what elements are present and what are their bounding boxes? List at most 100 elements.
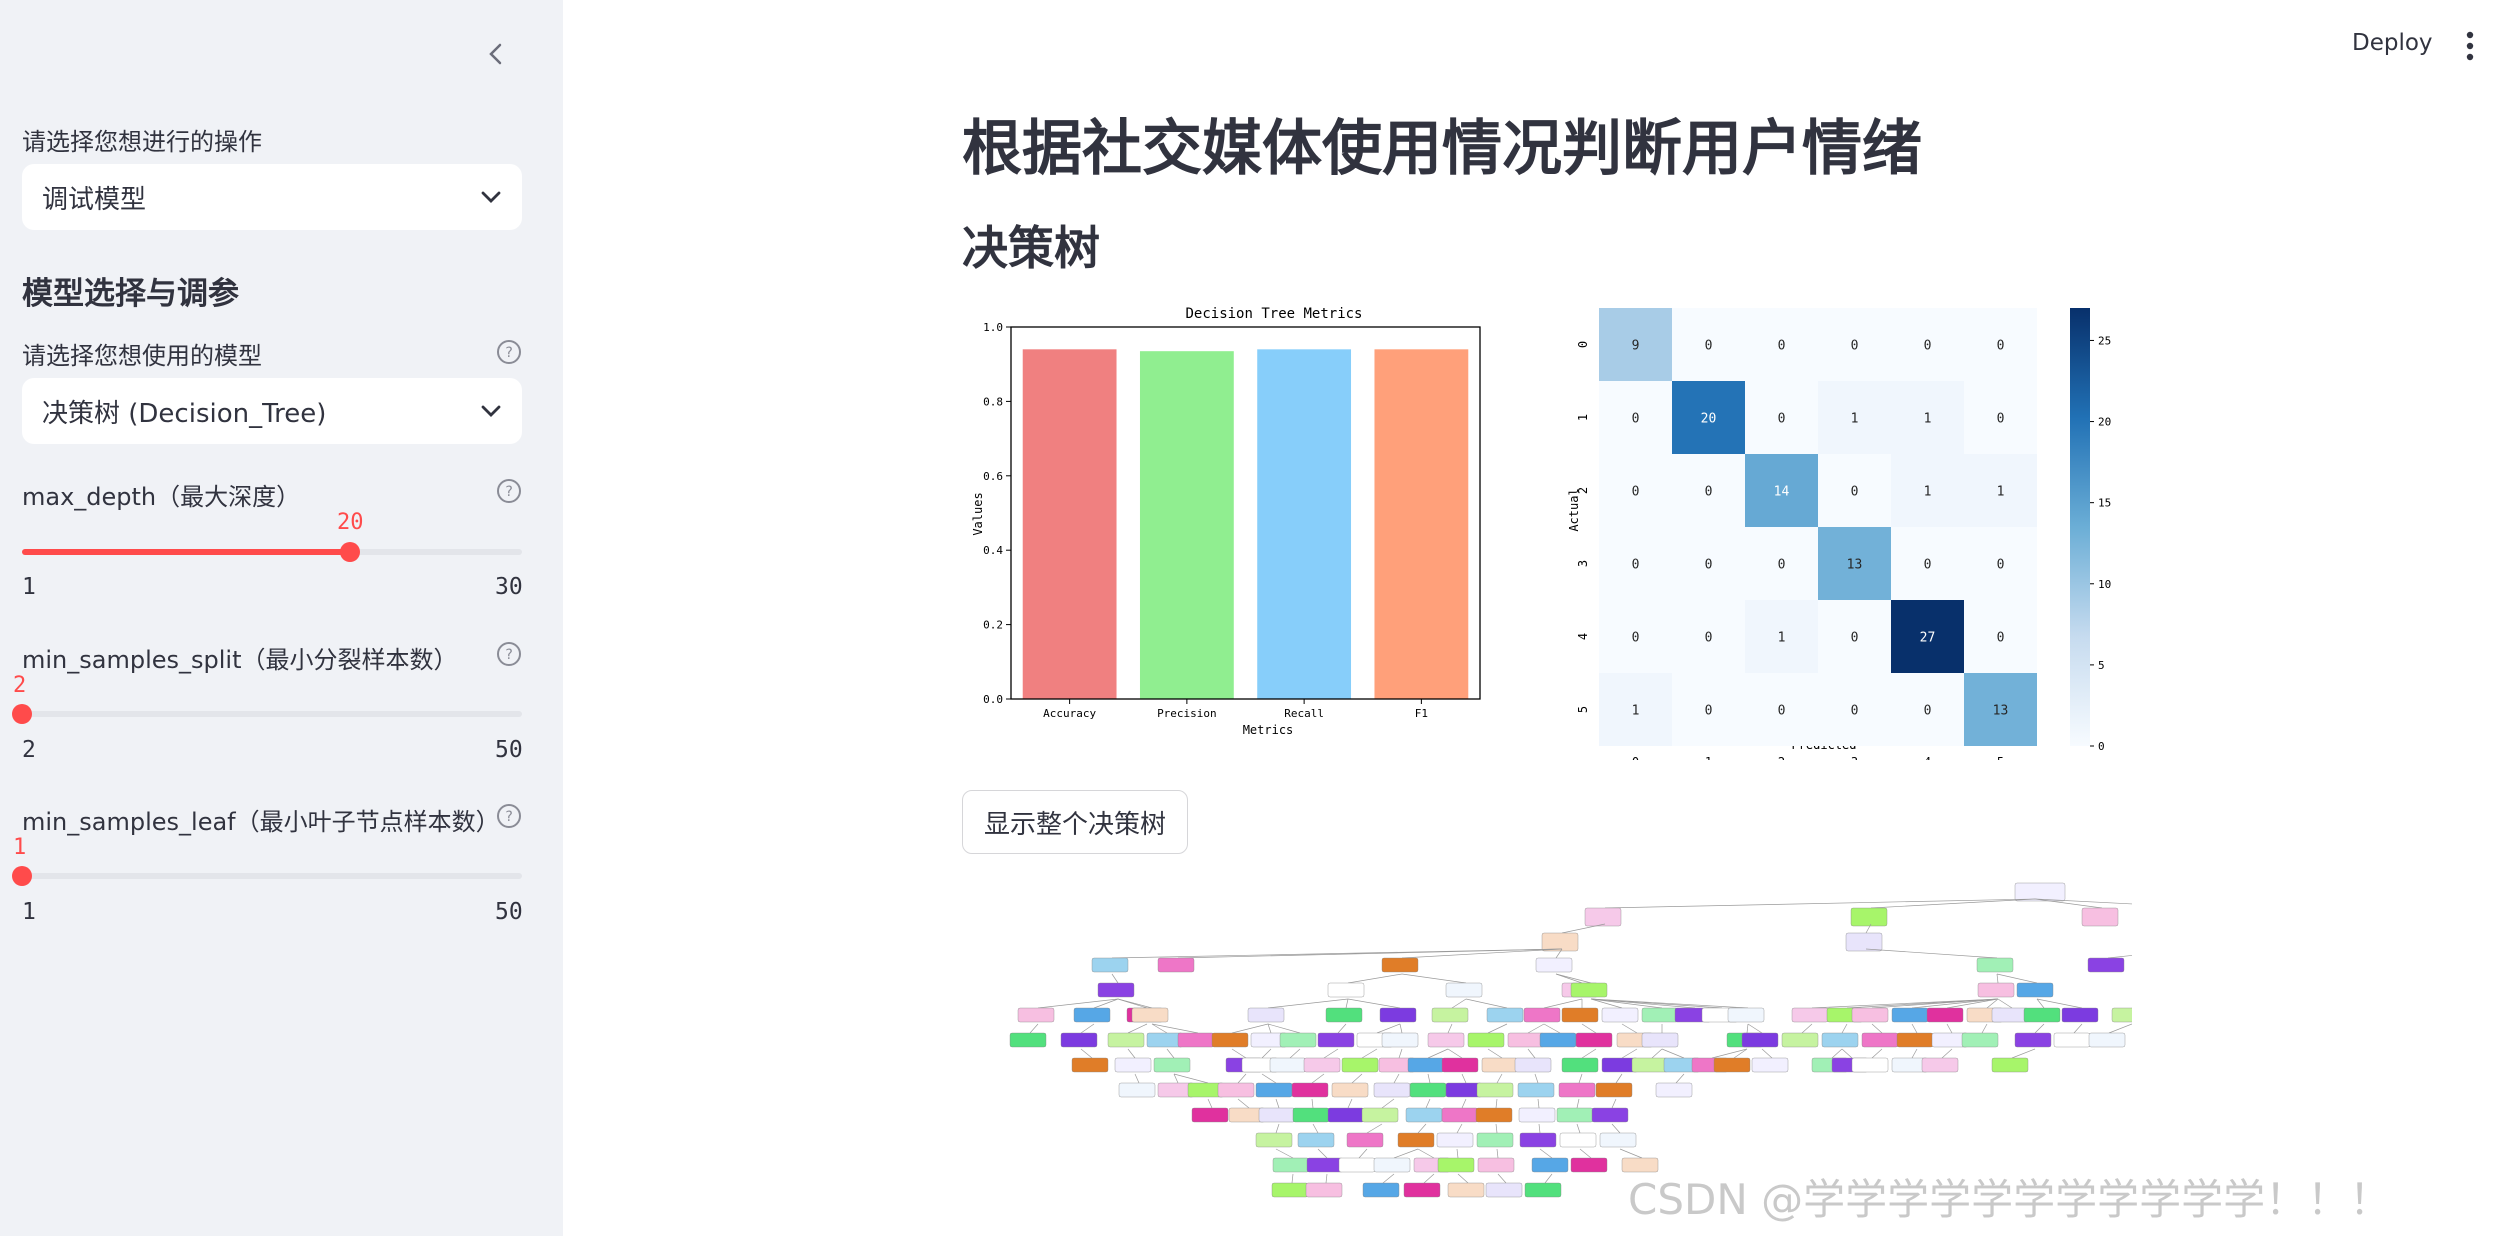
tree-edge — [1871, 1048, 1883, 1059]
help-icon[interactable]: ? — [496, 803, 522, 829]
tree-node — [1373, 1082, 1411, 1098]
tree-edge — [1037, 998, 1119, 1009]
heatmap-cell — [1964, 454, 2037, 527]
heatmap-cell-label: 0 — [1632, 631, 1640, 646]
slider-thumb[interactable] — [339, 542, 360, 562]
tree-node — [1477, 1157, 1515, 1173]
slider-thumb[interactable] — [12, 866, 32, 886]
tree-node — [1845, 932, 1883, 952]
collapse-sidebar-button[interactable] — [478, 36, 514, 72]
tree-node — [1255, 1132, 1293, 1148]
tree-node — [1409, 1082, 1447, 1098]
tree-node — [1437, 1157, 1475, 1173]
tree-edge — [1401, 973, 1467, 984]
svg-text:?: ? — [505, 484, 513, 500]
heatmap-cell-label: 0 — [1778, 704, 1786, 719]
tree-node — [1517, 1082, 1555, 1098]
tree-edge — [1127, 1023, 1148, 1034]
tree-node — [2061, 1007, 2099, 1023]
tree-edge — [1423, 1173, 1435, 1184]
tree-edge — [1946, 1023, 1953, 1034]
tree-edge — [1675, 1073, 1685, 1084]
min-samples-leaf-slider[interactable] — [12, 866, 522, 886]
tree-node — [1713, 1057, 1751, 1073]
tree-node — [1851, 1057, 1889, 1073]
tree-edge — [1311, 1073, 1325, 1084]
heatmap-cell — [1745, 600, 1818, 673]
y-tick-label: 1.0 — [983, 321, 1003, 334]
tree-node — [2087, 957, 2125, 973]
slider-thumb[interactable] — [12, 704, 32, 724]
tree-edge — [1496, 1073, 1503, 1084]
heatmap-cell-label: 27 — [1920, 631, 1936, 646]
heatmap-cell-label: 13 — [1847, 558, 1863, 573]
tree-edge — [1841, 1023, 1848, 1034]
heatmap-cell — [1964, 308, 2037, 381]
tree-node — [1403, 1182, 1441, 1198]
tree-edge — [1543, 1023, 1561, 1034]
heatmap-cell — [1964, 673, 2037, 746]
tree-node — [1481, 1057, 1519, 1073]
tree-node — [1861, 1032, 1899, 1048]
y-tick-label: 0.6 — [983, 470, 1003, 483]
tree-edge — [1029, 1023, 1039, 1034]
x-axis-label: Metrics — [1243, 723, 1294, 737]
tree-node — [1177, 1032, 1215, 1048]
tree-node — [1327, 1107, 1365, 1123]
tree-edge — [1527, 1048, 1536, 1059]
more-menu-icon[interactable] — [2462, 28, 2478, 64]
y-tick-label: 0.2 — [983, 619, 1003, 632]
tree-edge — [1871, 998, 1999, 1009]
tree-edge — [1543, 998, 1583, 1009]
tree-node — [1621, 1157, 1659, 1173]
tree-node — [1361, 1107, 1399, 1123]
tree-node — [1524, 1182, 1562, 1198]
tree-edge — [1417, 1148, 1435, 1159]
tree-node — [1559, 1132, 1597, 1148]
heatmap-cell-label: 0 — [1997, 631, 2005, 646]
tree-node — [1977, 982, 2015, 998]
operation-select[interactable]: 调试模型 — [22, 164, 522, 230]
min-samples-split-slider[interactable] — [12, 704, 522, 724]
tree-node — [1291, 1082, 1329, 1098]
heatmap-cell-label: 0 — [1778, 339, 1786, 354]
heatmap-cell-label: 20 — [1701, 412, 1717, 427]
tree-node — [1896, 1032, 1934, 1048]
tree-node — [1641, 1007, 1679, 1023]
tree-node — [2053, 1032, 2091, 1048]
tree-node — [1514, 1057, 1552, 1073]
tree-node — [1107, 1032, 1145, 1048]
tree-edge — [1996, 973, 1999, 984]
tree-node — [1570, 1157, 1608, 1173]
y-tick-label: 0 — [1576, 341, 1590, 348]
tree-node — [1486, 1007, 1524, 1023]
svg-text:?: ? — [505, 345, 513, 361]
help-icon[interactable]: ? — [496, 339, 522, 365]
tree-node — [1791, 1007, 1829, 1023]
tree-edge — [1538, 1123, 1541, 1134]
colorbar-tick-label: 0 — [2098, 740, 2105, 753]
heatmap-cell-label: 13 — [1993, 704, 2009, 719]
tree-edge — [1447, 1048, 1463, 1059]
heatmap-cell-label: 1 — [1997, 485, 2005, 500]
y-tick-label: 0.4 — [983, 544, 1003, 557]
tree-node — [1381, 957, 1419, 973]
tree-edge — [1539, 1148, 1553, 1159]
tree-edge — [1870, 898, 2036, 909]
tree-node — [1297, 1132, 1335, 1148]
tree-node — [2111, 1007, 2132, 1023]
x-tick-label: 3 — [1851, 755, 1858, 760]
tree-edge — [1841, 1048, 1853, 1059]
help-icon[interactable]: ? — [496, 478, 522, 504]
model-select[interactable]: 决策树 (Decision_Tree) — [22, 378, 522, 444]
tree-edge — [1317, 1148, 1328, 1159]
decision-tree-image — [1009, 882, 2132, 1198]
tree-edge — [1495, 1098, 1498, 1109]
y-tick-label: 4 — [1576, 633, 1590, 640]
show-full-tree-button[interactable]: 显示整个决策树 — [962, 790, 1188, 854]
help-icon[interactable]: ? — [496, 641, 522, 667]
deploy-button[interactable]: Deploy — [2352, 30, 2433, 56]
tree-node — [1303, 1057, 1341, 1073]
max-depth-slider[interactable] — [22, 542, 522, 562]
tree-edge — [1337, 1023, 1347, 1034]
